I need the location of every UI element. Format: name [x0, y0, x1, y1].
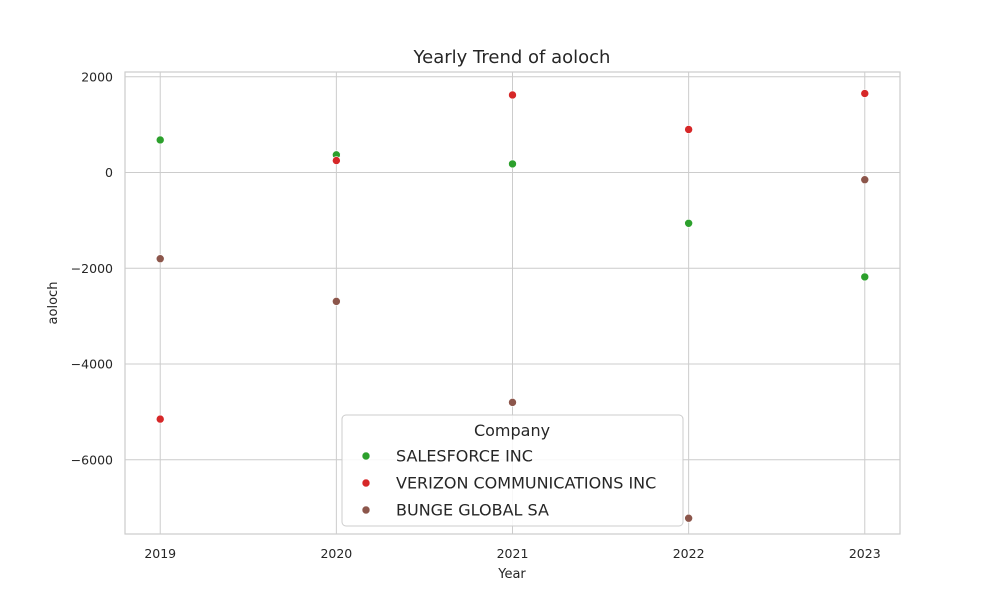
legend-items: SALESFORCE INC VERIZON COMMUNICATIONS INC… — [361, 447, 656, 520]
data-point — [332, 297, 341, 306]
data-points — [155, 89, 870, 523]
legend: Company SALESFORCE INC VERIZON COMMUNICAT… — [341, 414, 684, 527]
data-point — [155, 254, 165, 264]
data-point — [155, 135, 165, 145]
data-point — [155, 414, 165, 424]
legend-title: Company — [474, 421, 550, 440]
data-point — [508, 90, 517, 100]
legend-entry: SALESFORCE INC — [396, 447, 533, 466]
chart-title: Yearly Trend of aoloch — [413, 47, 611, 68]
legend-entry: BUNGE GLOBAL SA — [396, 501, 549, 520]
legend-marker — [361, 478, 371, 488]
y-tick-labels: 2000 0 −2000 −4000 −6000 — [71, 69, 113, 467]
data-point — [332, 156, 341, 165]
x-tick-label: 2022 — [673, 546, 705, 561]
data-point — [860, 89, 870, 98]
data-point — [684, 513, 693, 523]
y-tick-label: 2000 — [81, 69, 113, 84]
y-axis-label: aoloch — [46, 282, 61, 325]
x-axis-label: Year — [497, 567, 526, 582]
y-tick-label: 0 — [105, 165, 113, 180]
data-point — [684, 125, 693, 134]
y-tick-label: −4000 — [71, 357, 113, 372]
x-tick-label: 2019 — [144, 546, 176, 561]
data-point — [508, 159, 517, 169]
data-point — [860, 175, 870, 185]
data-point — [684, 218, 693, 228]
x-tick-labels: 2019 2020 2021 2022 2023 — [144, 546, 880, 561]
x-tick-label: 2023 — [849, 546, 881, 561]
legend-marker — [361, 505, 371, 515]
legend-box — [341, 414, 684, 527]
data-point — [508, 398, 517, 407]
y-tick-label: −6000 — [71, 452, 113, 467]
x-tick-label: 2021 — [497, 546, 529, 561]
plot-frame — [124, 71, 901, 535]
x-tick-label: 2020 — [320, 546, 352, 561]
legend-entry: VERIZON COMMUNICATIONS INC — [396, 474, 656, 493]
data-point — [860, 272, 870, 282]
legend-marker — [361, 451, 371, 461]
y-tick-label: −2000 — [71, 261, 113, 276]
